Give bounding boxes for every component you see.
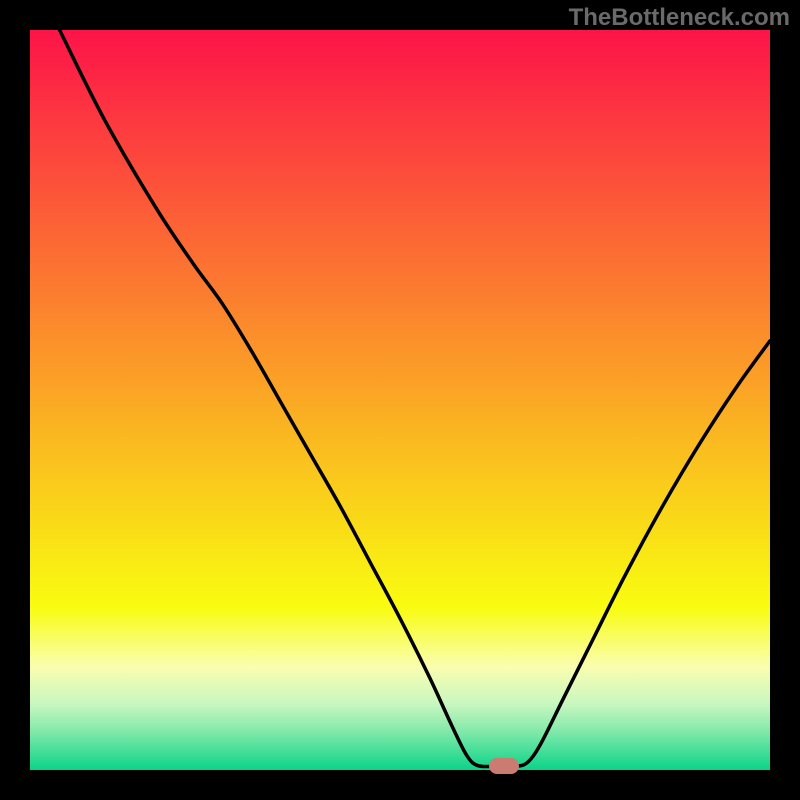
optimal-marker bbox=[489, 758, 519, 774]
bottleneck-chart bbox=[0, 0, 800, 800]
plot-background bbox=[30, 30, 770, 770]
watermark-text: TheBottleneck.com bbox=[569, 4, 790, 32]
